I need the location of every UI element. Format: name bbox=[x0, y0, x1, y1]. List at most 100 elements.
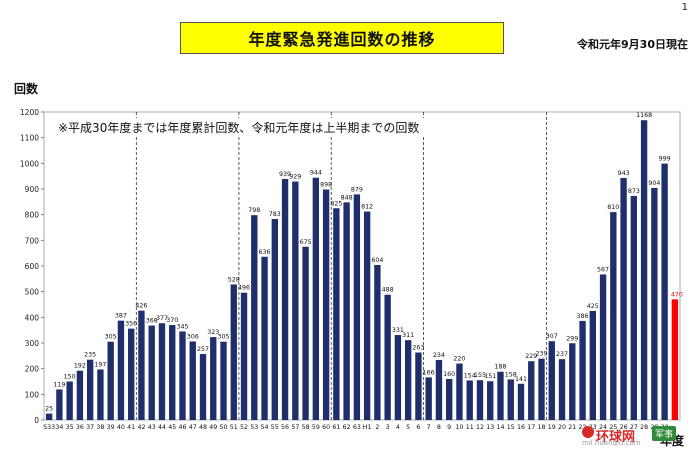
bar bbox=[497, 371, 504, 420]
bar bbox=[610, 212, 617, 420]
y-tick-label: 100 bbox=[25, 390, 40, 399]
data-label: 229 bbox=[525, 353, 537, 360]
data-label: 119 bbox=[53, 381, 65, 388]
x-tick-label: 62 bbox=[343, 424, 351, 431]
data-label: 904 bbox=[648, 180, 660, 187]
bar bbox=[640, 120, 648, 421]
x-tick-label: 15 bbox=[507, 424, 515, 431]
y-tick-label: 700 bbox=[25, 236, 40, 245]
x-tick-label: 14 bbox=[496, 424, 504, 431]
data-label: 783 bbox=[269, 211, 281, 218]
bars bbox=[45, 120, 679, 421]
bar bbox=[333, 208, 340, 420]
bar bbox=[374, 264, 381, 420]
data-label: 604 bbox=[371, 257, 383, 264]
chart-annotation: ※平成30年度までは年度累計回数、令和元年度は上半期までの回数 bbox=[58, 120, 419, 135]
bar bbox=[158, 323, 166, 420]
bar bbox=[353, 194, 361, 420]
bar bbox=[589, 310, 596, 420]
data-label: 425 bbox=[587, 303, 599, 310]
data-label: 567 bbox=[597, 266, 609, 273]
x-tick-label: 61 bbox=[332, 424, 340, 431]
bar bbox=[517, 383, 525, 420]
data-label: 141 bbox=[515, 376, 527, 383]
data-label: 192 bbox=[74, 363, 86, 370]
bar bbox=[476, 380, 484, 420]
data-label: 197 bbox=[94, 361, 106, 368]
bar bbox=[45, 413, 53, 420]
bar bbox=[220, 341, 227, 420]
as-of-date: 令和元年9月30日現在 bbox=[577, 38, 688, 51]
data-label: 263 bbox=[412, 344, 424, 351]
bar bbox=[558, 359, 566, 420]
x-tick-label: 9 bbox=[447, 424, 451, 431]
data-label: 999 bbox=[659, 156, 671, 163]
y-tick-label: 800 bbox=[25, 211, 40, 220]
y-axis-label: 回数 bbox=[14, 82, 39, 96]
annotation-box bbox=[56, 118, 448, 136]
x-tick-label: 56 bbox=[281, 424, 289, 431]
data-label: 377 bbox=[156, 315, 168, 322]
bar bbox=[271, 219, 278, 420]
data-label: 488 bbox=[382, 287, 394, 294]
data-label: 323 bbox=[207, 329, 219, 336]
x-tick-label: 59 bbox=[312, 424, 320, 431]
x-tick-label: 25 bbox=[609, 424, 617, 431]
x-tick-label: 48 bbox=[199, 424, 207, 431]
data-label: 944 bbox=[310, 170, 322, 177]
data-label: 166 bbox=[423, 369, 435, 376]
x-tick-label: 19 bbox=[548, 424, 556, 431]
chart-title: 年度緊急発進回数の推移 bbox=[180, 22, 504, 54]
data-label: 220 bbox=[453, 356, 465, 363]
x-tick-label: 57 bbox=[291, 424, 299, 431]
x-tick-label: 46 bbox=[178, 424, 186, 431]
data-label: 311 bbox=[402, 332, 414, 339]
bar bbox=[128, 328, 135, 420]
data-label: 160 bbox=[443, 371, 455, 378]
data-label: 356 bbox=[125, 321, 137, 328]
x-tick-label: 43 bbox=[148, 424, 156, 431]
bar bbox=[435, 359, 443, 420]
data-label: 675 bbox=[300, 239, 312, 246]
bar bbox=[261, 256, 268, 420]
x-tick-label: 8 bbox=[437, 424, 441, 431]
page-number: 1 bbox=[681, 2, 688, 13]
bar bbox=[384, 294, 391, 420]
data-label: 150 bbox=[64, 374, 76, 381]
x-tick-label: 26 bbox=[620, 424, 628, 431]
data-label: 305 bbox=[218, 334, 230, 341]
data-label: 239 bbox=[536, 351, 548, 358]
data-label: 370 bbox=[166, 317, 178, 324]
bar bbox=[651, 187, 658, 420]
bar bbox=[620, 177, 627, 420]
x-tick-label: 4 bbox=[396, 424, 400, 431]
x-axis-label: 年度 bbox=[660, 434, 685, 448]
data-label: 154 bbox=[464, 372, 476, 379]
x-tick-label: H1 bbox=[363, 424, 372, 431]
x-tick-label: 49 bbox=[209, 424, 217, 431]
data-label: 188 bbox=[494, 364, 506, 371]
bar bbox=[415, 352, 422, 420]
data-label: 879 bbox=[351, 186, 363, 193]
x-tick-label: 38 bbox=[96, 424, 104, 431]
x-tick-label: 37 bbox=[86, 424, 94, 431]
x-tick-label: 55 bbox=[271, 424, 279, 431]
bar bbox=[312, 177, 320, 420]
data-label: 496 bbox=[238, 285, 250, 292]
bar bbox=[189, 341, 196, 420]
x-tick-label: 18 bbox=[538, 424, 546, 431]
x-tick-label: 35 bbox=[66, 424, 74, 431]
bar bbox=[487, 381, 494, 420]
bar bbox=[117, 320, 125, 420]
bar bbox=[302, 246, 309, 420]
bar bbox=[199, 354, 207, 420]
x-tick-label: 5 bbox=[406, 424, 410, 431]
data-label: 299 bbox=[566, 335, 578, 342]
x-tick-label: 11 bbox=[466, 424, 474, 431]
data-label: 234 bbox=[433, 352, 445, 359]
y-tick-label: 1000 bbox=[20, 159, 39, 168]
data-label: 257 bbox=[197, 346, 209, 353]
data-label: 636 bbox=[259, 249, 271, 256]
bar bbox=[86, 359, 94, 420]
